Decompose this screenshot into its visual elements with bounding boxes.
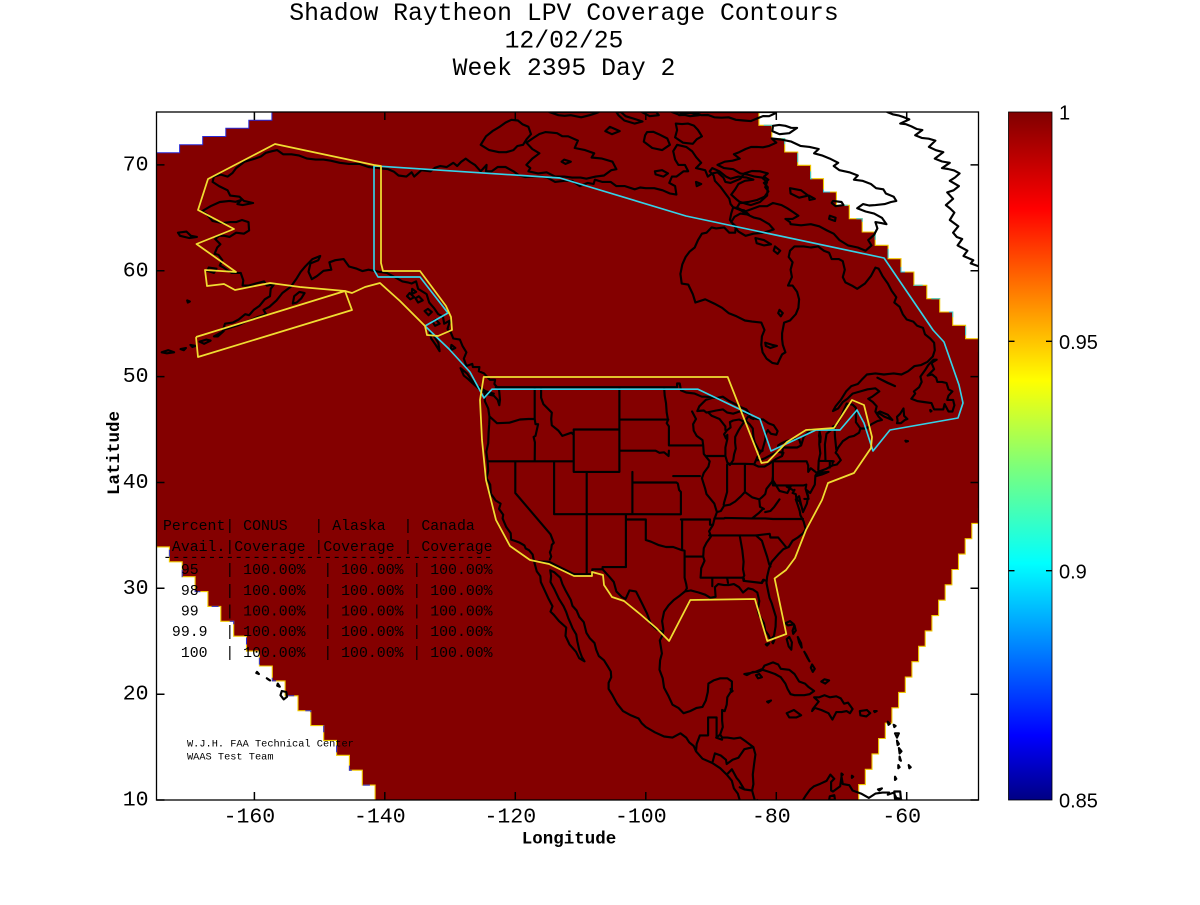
- svg-text:-80: -80: [752, 806, 791, 830]
- svg-text:95 | 100.00% | 100.00% | 10: 95 | 100.00% | 100.00% | 100.00%: [163, 563, 493, 579]
- svg-text:10: 10: [123, 789, 149, 813]
- svg-text:-60: -60: [882, 806, 921, 830]
- svg-text:------------------------------: -------------------------------------: [163, 551, 493, 567]
- svg-text:Longitude: Longitude: [522, 830, 617, 850]
- svg-text:99 | 100.00% | 100.00% | 10: 99 | 100.00% | 100.00% | 100.00%: [163, 605, 493, 621]
- svg-text:30: 30: [123, 577, 149, 601]
- svg-text:Percent| CONUS | Alaska | C: Percent| CONUS | Alaska | Canada: [163, 519, 475, 535]
- svg-text:98 | 100.00% | 100.00% | 10: 98 | 100.00% | 100.00% | 100.00%: [163, 584, 493, 600]
- svg-text:Shadow Raytheon LPV Coverage C: Shadow Raytheon LPV Coverage Contours: [289, 0, 839, 28]
- svg-text:0.95: 0.95: [1059, 332, 1098, 354]
- svg-text:60: 60: [123, 259, 149, 283]
- svg-text:-160: -160: [224, 806, 276, 830]
- svg-text:50: 50: [123, 365, 149, 389]
- svg-text:-100: -100: [615, 806, 667, 830]
- svg-text:12/02/25: 12/02/25: [505, 28, 624, 56]
- svg-text:WAAS Test Team: WAAS Test Team: [187, 752, 274, 764]
- svg-text:0.9: 0.9: [1059, 561, 1087, 583]
- svg-text:Week 2395 Day 2: Week 2395 Day 2: [453, 55, 676, 83]
- svg-text:100 | 100.00% | 100.00% | 10: 100 | 100.00% | 100.00% | 100.00%: [163, 646, 493, 662]
- svg-text:99.9 | 100.00% | 100.00% | 1: 99.9 | 100.00% | 100.00% | 100.00%: [163, 625, 493, 641]
- svg-text:40: 40: [123, 471, 149, 495]
- svg-text:1: 1: [1059, 103, 1070, 125]
- svg-text:W.J.H. FAA Technical Center: W.J.H. FAA Technical Center: [187, 739, 354, 751]
- svg-text:-120: -120: [484, 806, 536, 830]
- svg-text:70: 70: [123, 153, 149, 177]
- svg-text:20: 20: [123, 683, 149, 707]
- svg-text:Latitude: Latitude: [105, 411, 125, 495]
- svg-text:Avail.|Coverage |Coverage | Co: Avail.|Coverage |Coverage | Coverage: [163, 540, 493, 556]
- svg-text:-140: -140: [354, 806, 406, 830]
- svg-text:0.85: 0.85: [1059, 791, 1098, 813]
